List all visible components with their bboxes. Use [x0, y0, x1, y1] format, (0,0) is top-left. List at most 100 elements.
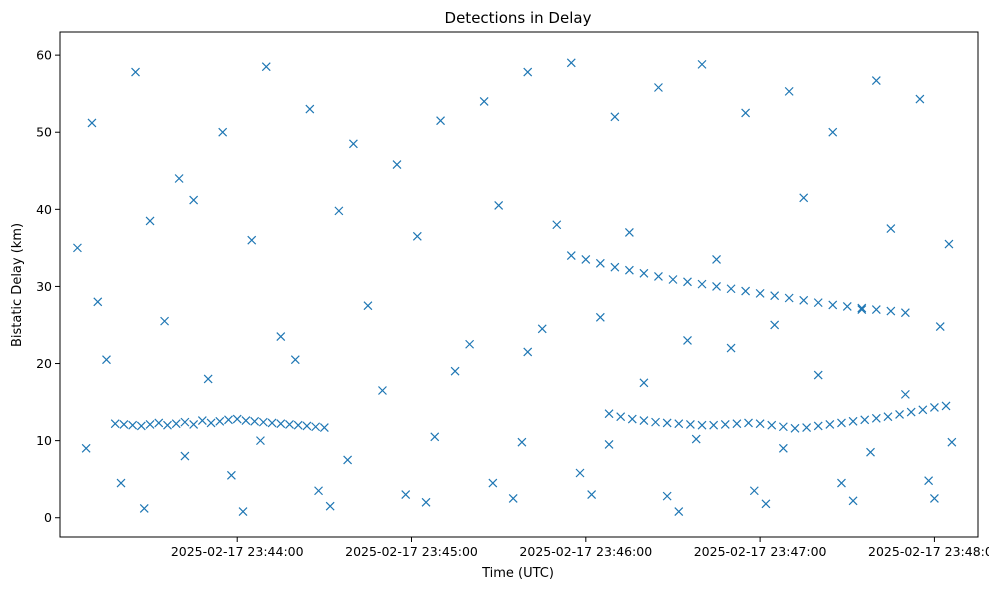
data-point [654, 83, 663, 92]
data-point [944, 239, 954, 249]
data-point [654, 271, 663, 281]
data-point [726, 343, 736, 353]
data-point [131, 67, 140, 77]
data-point [668, 275, 678, 284]
data-point [256, 436, 265, 446]
data-point [828, 300, 838, 310]
data-point [224, 415, 233, 425]
data-point [674, 419, 684, 429]
data-point [674, 507, 684, 516]
data-point [761, 499, 771, 509]
data-point [886, 306, 896, 316]
data-point [276, 419, 286, 429]
data-point [136, 421, 146, 431]
data-point [799, 193, 809, 203]
data-point [378, 386, 387, 395]
data-point [180, 451, 190, 461]
data-point [915, 94, 925, 104]
data-point [247, 235, 257, 245]
data-point [825, 420, 835, 429]
plot-frame [59, 31, 979, 538]
data-point [128, 420, 138, 430]
data-point [813, 421, 823, 431]
data-point [392, 160, 402, 170]
data-point [616, 412, 626, 422]
data-point [683, 277, 692, 287]
data-point [517, 437, 527, 447]
data-point [866, 447, 875, 457]
data-point [314, 486, 323, 496]
data-point [189, 195, 199, 205]
data-point [906, 407, 916, 417]
y-axis-label: Bistatic Delay (km) [10, 223, 25, 347]
data-point [537, 324, 547, 334]
x-axis-ticks: 2025-02-17 23:44:00 2025-02-17 23:45:00 20… [171, 537, 989, 559]
data-point [929, 494, 939, 503]
data-point [813, 370, 823, 380]
data-point [334, 206, 344, 216]
data-point [488, 478, 498, 488]
data-point [421, 497, 431, 507]
data-point [712, 255, 721, 264]
data-point [302, 421, 312, 431]
y-tick-label: 30 [36, 279, 52, 294]
data-point [171, 419, 181, 429]
data-point [81, 443, 91, 453]
data-point [325, 501, 335, 511]
data-point [206, 418, 216, 428]
data-point [226, 470, 236, 480]
data-point [883, 412, 893, 422]
data-point [73, 243, 82, 253]
data-point [285, 420, 294, 429]
data-point [842, 302, 852, 311]
data-point [430, 432, 440, 442]
data-point [624, 228, 634, 237]
data-point [627, 414, 637, 424]
data-point [860, 415, 870, 425]
data-point [900, 389, 910, 399]
data-point [305, 104, 315, 114]
data-point [261, 62, 271, 72]
data-point [119, 420, 129, 429]
y-tick-label: 40 [36, 202, 52, 217]
data-point [778, 443, 788, 453]
data-point [610, 262, 620, 272]
data-point [145, 216, 155, 226]
data-point [604, 440, 614, 449]
data-point [770, 320, 780, 330]
data-point [871, 76, 881, 85]
data-point [258, 417, 268, 427]
y-tick-label: 50 [36, 125, 52, 140]
data-point [848, 416, 858, 426]
data-point [552, 220, 562, 230]
x-tick-label: 2025-02-17 23:46:00 [519, 544, 652, 559]
x-tick-label: 2025-02-17 23:48:00 [868, 544, 989, 559]
data-point [712, 282, 721, 291]
data-point [508, 494, 518, 503]
data-point [941, 401, 951, 411]
data-point [697, 59, 707, 69]
chart-title: Detections in Delay [445, 9, 592, 27]
data-point [857, 305, 867, 314]
x-tick-label: 2025-02-17 23:44:00 [171, 544, 304, 559]
data-point [790, 423, 800, 433]
data-point [683, 335, 692, 345]
data-point [412, 231, 422, 241]
data-point [744, 418, 753, 428]
data-point [900, 308, 910, 318]
data-point [662, 418, 672, 428]
data-point [935, 322, 945, 331]
data-point [145, 420, 155, 429]
data-point [929, 403, 939, 412]
data-point [102, 355, 111, 365]
data-point [732, 419, 742, 429]
data-point [662, 491, 672, 501]
data-point [639, 378, 649, 388]
data-point [436, 116, 445, 126]
data-point [311, 422, 321, 432]
data-point [895, 409, 904, 419]
data-point [802, 423, 812, 432]
data-point [784, 86, 794, 96]
data-point [116, 478, 126, 488]
